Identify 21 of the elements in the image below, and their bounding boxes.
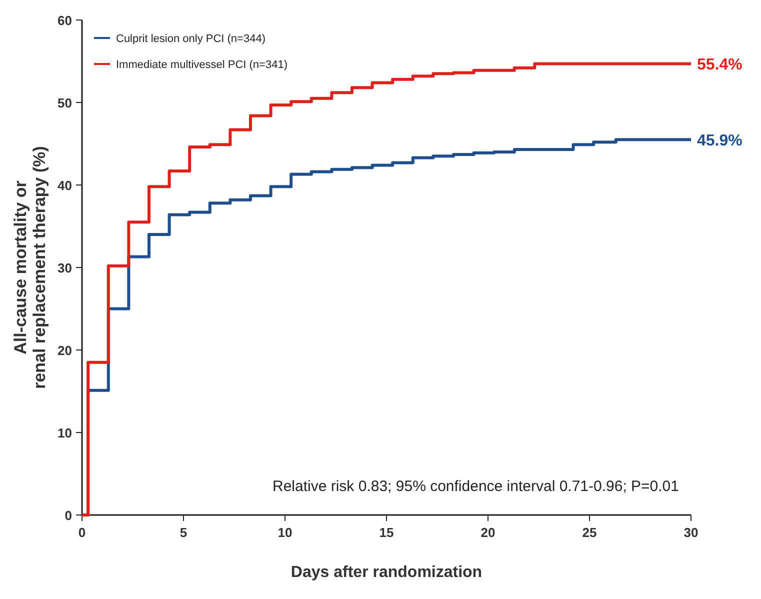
x-tick-label: 25 [582, 525, 597, 540]
legend-label: Culprit lesion only PCI (n=344) [116, 33, 266, 45]
y-axis-title: All-cause mortality or renal replacement therapy (%) [11, 146, 49, 389]
x-tick-label: 20 [480, 525, 496, 540]
y-tick-label: 40 [58, 178, 72, 193]
legend-label: Immediate multivessel PCI (n=341) [116, 59, 288, 71]
y-tick-label: 0 [64, 508, 72, 523]
y-tick-label: 20 [58, 343, 72, 358]
y-tick-label: 10 [58, 426, 72, 440]
annotation: 55.4% [697, 56, 742, 74]
x-tick-label: 5 [180, 525, 188, 540]
annotation: 45.9% [697, 132, 742, 150]
x-axis-title: Days after randomization [290, 564, 482, 581]
x-tick-label: 15 [379, 525, 394, 540]
x-tick-label: 30 [684, 525, 698, 540]
x-tick-label: 0 [78, 525, 86, 540]
x-tick-label: 10 [278, 525, 292, 540]
y-tick-label: 60 [58, 13, 72, 28]
y-tick-label: 30 [58, 260, 72, 276]
y-tick-label: 50 [58, 96, 72, 110]
annotation: Relative risk 0.83; 95% confidence interval 0.71-0.96; P=0.01 [272, 478, 679, 495]
